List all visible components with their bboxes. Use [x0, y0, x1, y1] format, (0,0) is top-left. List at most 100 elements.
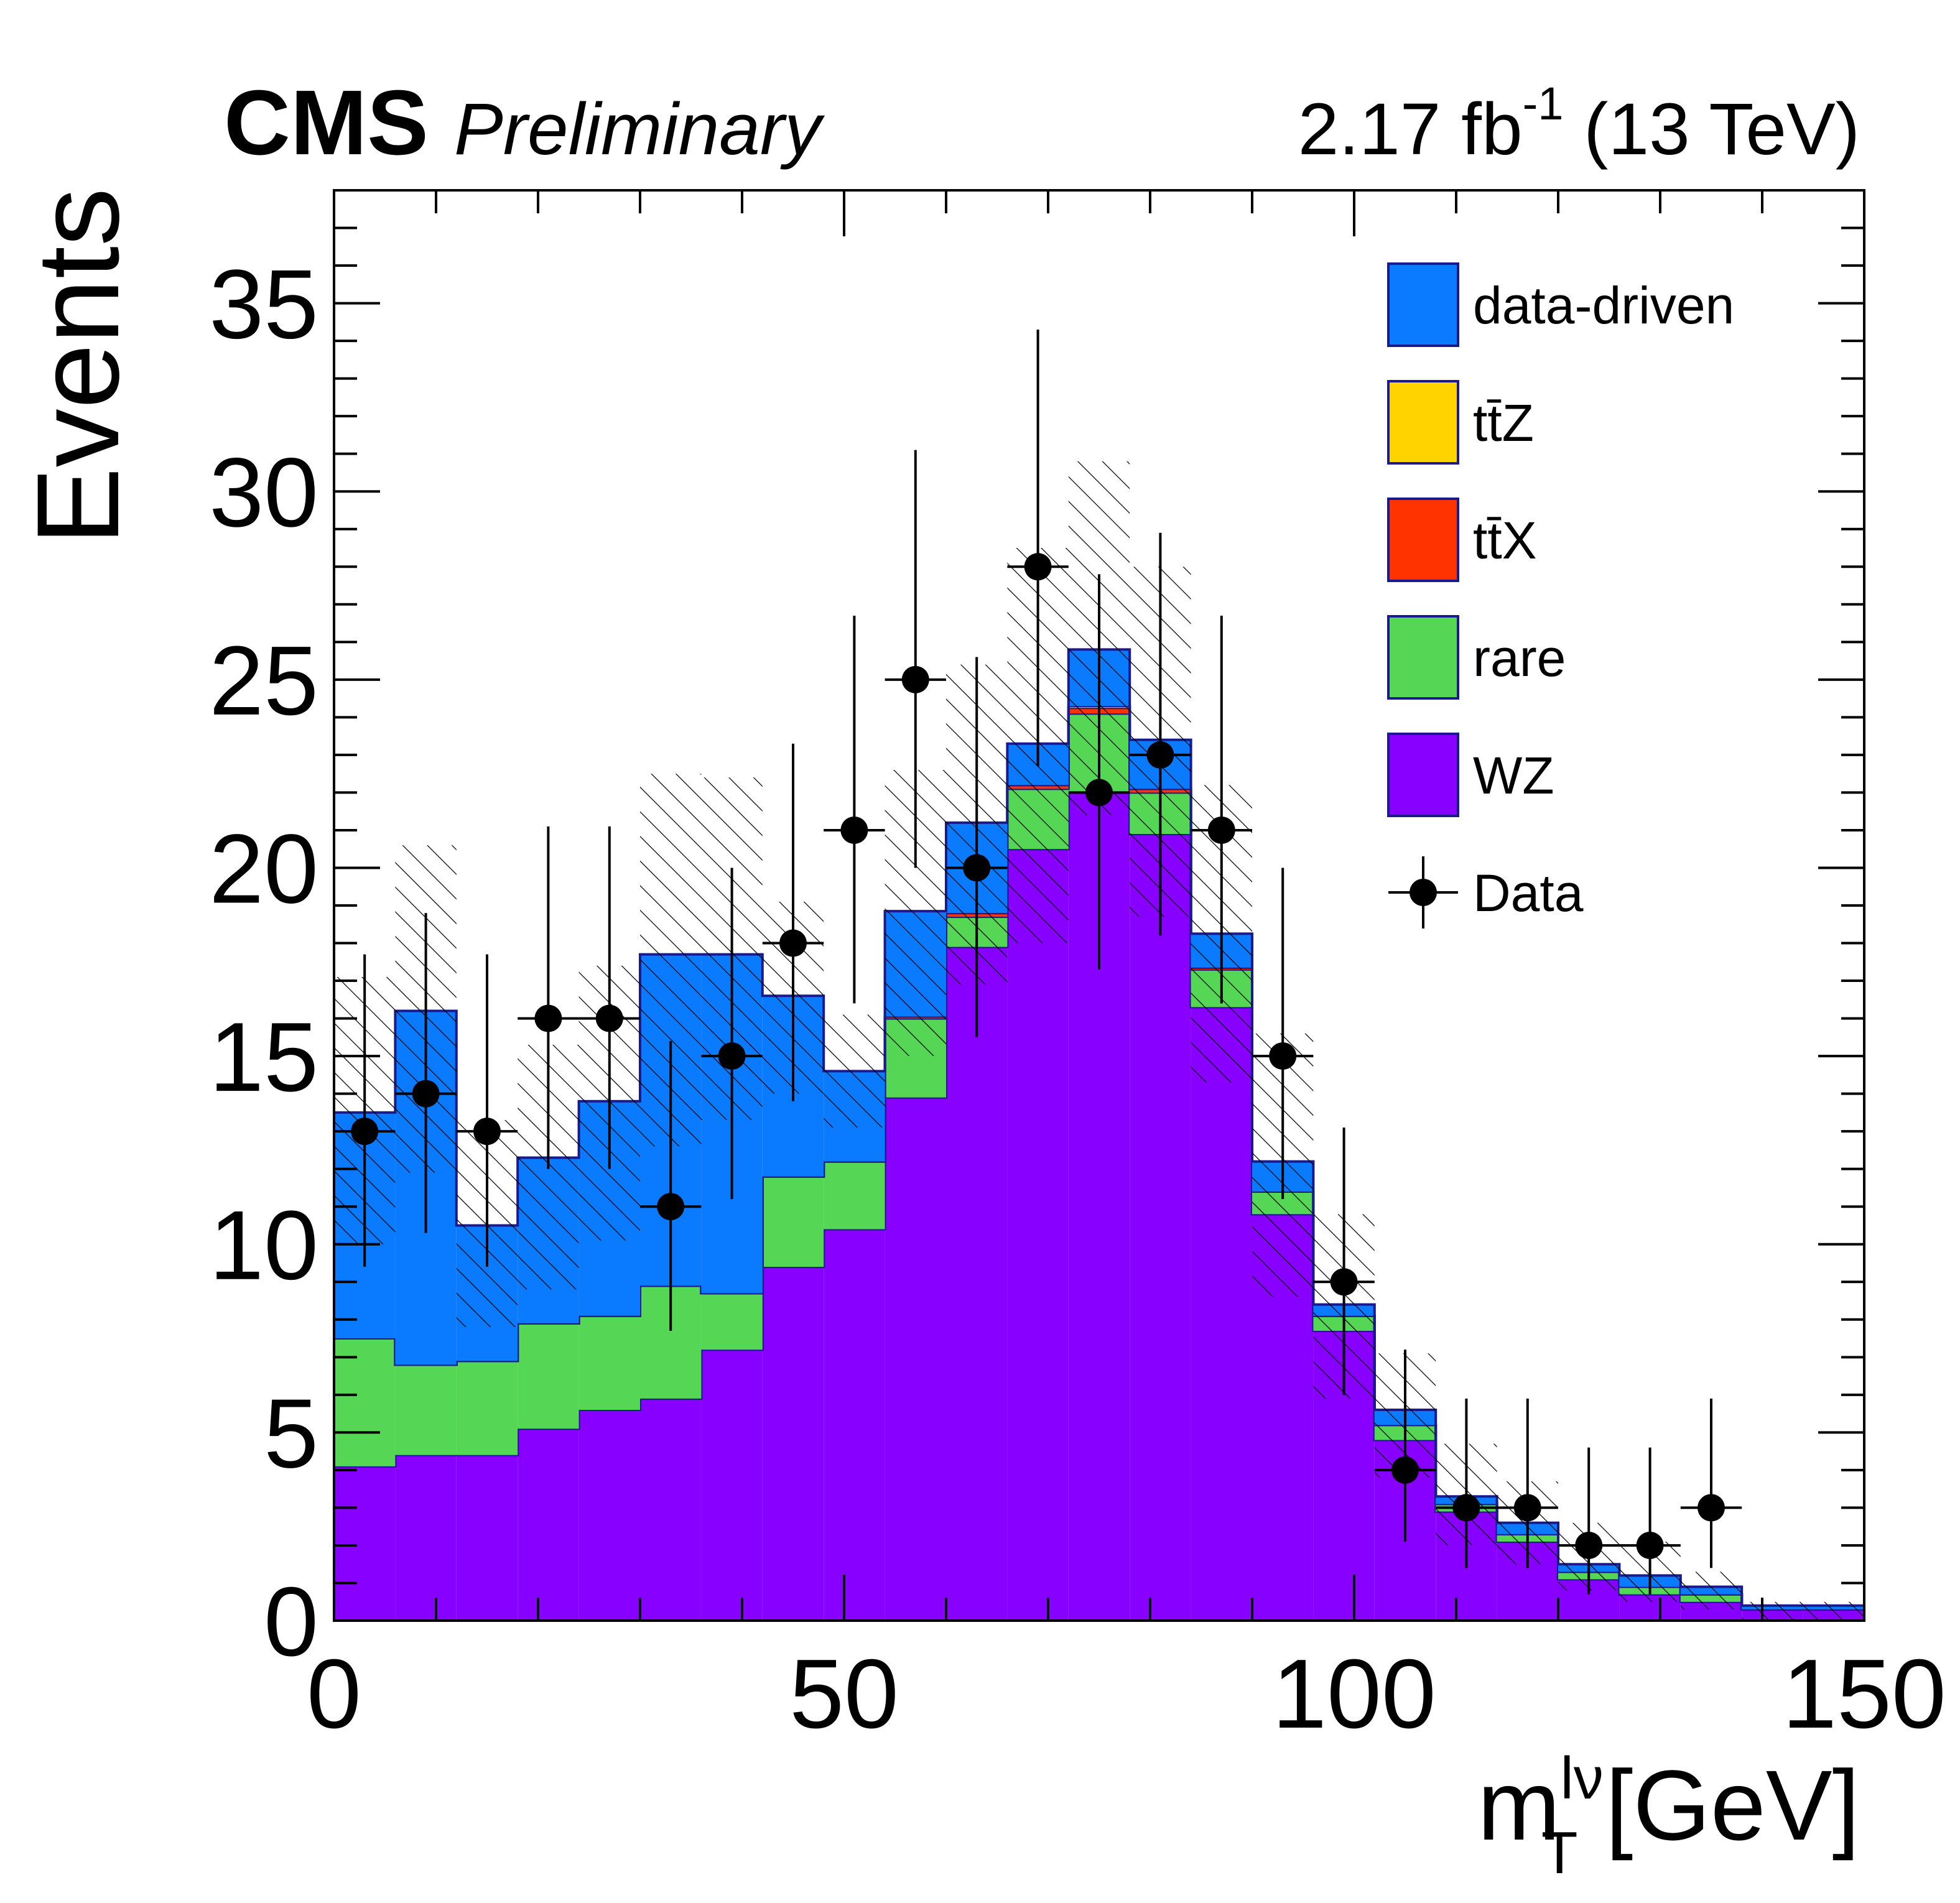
- data-point-9: [885, 450, 946, 868]
- bar-rare-0: [334, 1338, 396, 1466]
- data-marker-13: [1146, 741, 1174, 769]
- data-marker-4: [595, 1004, 623, 1032]
- x-tick-label-50: 50: [789, 1639, 899, 1749]
- data-point-2: [456, 954, 518, 1267]
- data-marker-17: [1391, 1456, 1419, 1484]
- data-point-3: [518, 826, 579, 1169]
- y-tick-label-30: 30: [209, 438, 318, 547]
- energy-value: (13 TeV): [1563, 88, 1860, 170]
- data-marker-11: [1024, 553, 1052, 581]
- data-point-4: [578, 826, 640, 1169]
- lumi-label: 2.17 fb-1 (13 TeV): [1298, 78, 1860, 170]
- data-point-21: [1619, 1447, 1681, 1595]
- bar-rare-6: [701, 1293, 763, 1350]
- lumi-value: 2.17 fb: [1298, 88, 1523, 170]
- data-point-7: [762, 743, 824, 1101]
- data-marker-7: [779, 929, 807, 957]
- y-tick-label-35: 35: [209, 250, 318, 359]
- data-point-22: [1680, 1398, 1742, 1568]
- bar-WZ-14: [1191, 1007, 1252, 1621]
- data-marker-1: [412, 1080, 440, 1108]
- bar-WZ-11: [1007, 849, 1069, 1621]
- bar-WZ-8: [824, 1229, 885, 1621]
- legend-label-data: Data: [1473, 864, 1584, 922]
- data-marker-10: [963, 854, 991, 882]
- data-marker-16: [1330, 1268, 1358, 1296]
- bar-WZ-9: [885, 1097, 946, 1621]
- legend-entry-rare: rare: [1387, 615, 1566, 700]
- series-WZ: [334, 791, 1864, 1621]
- legend-swatch-ttZ: [1387, 380, 1459, 465]
- data-marker-14: [1207, 816, 1235, 844]
- bar-rare-1: [395, 1364, 457, 1455]
- data-point-20: [1558, 1447, 1620, 1595]
- bar-WZ-5: [640, 1398, 702, 1621]
- experiment-label: CMS: [224, 72, 429, 174]
- bar-rare-8: [824, 1161, 885, 1229]
- x-axis-label-sup: lν: [1561, 1745, 1604, 1812]
- bar-WZ-1: [395, 1455, 457, 1621]
- bar-WZ-2: [456, 1455, 518, 1621]
- data-marker-8: [840, 816, 868, 844]
- y-tick-label-0: 0: [264, 1567, 318, 1677]
- x-axis-label-main: m: [1477, 1749, 1560, 1861]
- legend: data-driven tt̄Z tt̄X rare WZ Data: [1387, 262, 1734, 928]
- legend-label-ttZ: tt̄Z: [1473, 394, 1534, 452]
- x-tick-label-100: 100: [1272, 1639, 1436, 1749]
- data-point-18: [1436, 1398, 1497, 1568]
- data-point-17: [1374, 1350, 1436, 1542]
- data-point-5: [640, 1040, 702, 1331]
- bar-WZ-10: [946, 947, 1008, 1621]
- x-axis-label: mlν T [GeV]: [1477, 1745, 1860, 1886]
- x-axis-label-unit: [GeV]: [1577, 1749, 1860, 1861]
- uncertainty-bin-23: [1742, 1601, 1803, 1621]
- x-tick-label-150: 150: [1782, 1639, 1946, 1749]
- legend-marker-dot: [1410, 879, 1437, 906]
- y-tick-label-15: 15: [209, 1002, 318, 1112]
- y-tick-label-5: 5: [264, 1379, 318, 1488]
- uncertainty-bin-22: [1680, 1572, 1742, 1609]
- uncertainty-bin-24: [1803, 1601, 1864, 1621]
- bar-WZ-6: [701, 1350, 763, 1621]
- data-point-1: [395, 913, 457, 1233]
- axes-layer: 0 50 100 150 0 5 10 15 20 25 30 35: [209, 189, 1946, 1749]
- data-point-15: [1252, 868, 1314, 1200]
- bar-WZ-0: [334, 1466, 396, 1621]
- y-tick-label-25: 25: [209, 626, 318, 736]
- legend-entry-data: Data: [1388, 856, 1584, 928]
- bar-WZ-13: [1130, 834, 1191, 1621]
- data-point-11: [1007, 329, 1069, 767]
- data-marker-21: [1636, 1531, 1664, 1559]
- data-point-14: [1191, 615, 1252, 1004]
- status-label: Preliminary: [454, 88, 825, 170]
- bar-WZ-4: [578, 1410, 640, 1621]
- data-layer: [334, 329, 1742, 1595]
- bar-rare-4: [578, 1315, 640, 1410]
- bar-rare-2: [456, 1361, 518, 1455]
- legend-swatch-ttX: [1387, 498, 1459, 582]
- legend-entry-ttX: tt̄X: [1387, 498, 1537, 582]
- data-marker-9: [901, 665, 929, 693]
- y-axis-label: Events: [12, 188, 143, 545]
- legend-label-rare: rare: [1473, 629, 1566, 687]
- data-marker-0: [351, 1118, 379, 1146]
- legend-entry-data-driven: data-driven: [1387, 262, 1734, 347]
- data-marker-5: [657, 1193, 685, 1221]
- uncertainty-bin-8: [824, 1014, 885, 1128]
- bar-WZ-3: [518, 1428, 579, 1621]
- data-point-13: [1130, 532, 1191, 936]
- data-point-6: [701, 868, 763, 1200]
- legend-entry-WZ: WZ: [1387, 733, 1554, 817]
- bar-rare-7: [762, 1176, 824, 1267]
- legend-swatch-WZ: [1387, 733, 1459, 817]
- legend-label-ttX: tt̄X: [1473, 511, 1537, 570]
- data-marker-2: [473, 1118, 501, 1146]
- data-marker-20: [1575, 1531, 1603, 1559]
- x-tick-label-0: 0: [307, 1639, 361, 1749]
- data-point-12: [1068, 574, 1130, 970]
- data-marker-6: [718, 1042, 746, 1070]
- data-marker-12: [1085, 779, 1113, 807]
- data-marker-19: [1513, 1494, 1541, 1522]
- lumi-exponent: -1: [1523, 78, 1564, 129]
